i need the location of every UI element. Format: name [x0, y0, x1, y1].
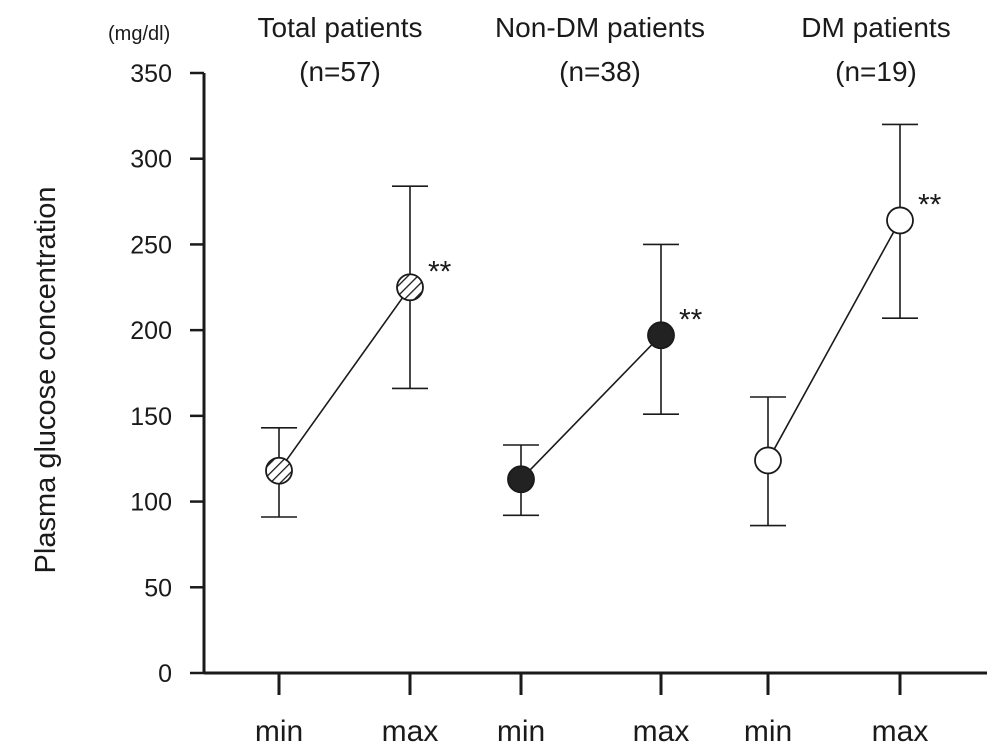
data-point-max: [647, 321, 675, 350]
y-tick-label: 50: [144, 574, 172, 602]
data-point-min: [754, 446, 782, 475]
data-point-max: [886, 206, 914, 235]
x-tick-label-max: max: [633, 715, 690, 748]
data-point-max: [396, 273, 424, 302]
series-connector-line: [767, 220, 901, 461]
y-tick-label: 200: [130, 317, 172, 345]
x-tick-label-min: min: [255, 715, 303, 748]
series-connector-line: [520, 334, 662, 480]
group-title: DM patients: [801, 12, 950, 43]
x-tick-label-max: max: [872, 715, 929, 748]
group-subtitle: (n=19): [835, 56, 917, 87]
y-tick-label: 150: [130, 403, 172, 431]
group-subtitle: (n=38): [559, 56, 641, 87]
y-tick-label: 100: [130, 489, 172, 517]
x-tick-label-min: min: [744, 715, 792, 748]
significance-marker: **: [679, 303, 703, 336]
x-tick-label-max: max: [382, 715, 439, 748]
y-tick-label: 0: [158, 660, 172, 688]
y-tick-label: 250: [130, 231, 172, 259]
series-connector-line: [278, 286, 411, 472]
y-tick-label: 300: [130, 146, 172, 174]
data-point-min: [265, 456, 293, 485]
y-axis-label: Plasma glucose concentration: [30, 187, 62, 574]
significance-marker: **: [918, 188, 942, 221]
group-title: Total patients: [258, 12, 423, 43]
data-point-min: [507, 465, 535, 494]
x-tick-label-min: min: [497, 715, 545, 748]
y-tick-label: 350: [130, 60, 172, 88]
plot-area: 0 50 100 150 200 250 300 350 min max min max min max T…: [130, 12, 987, 748]
y-unit-label: (mg/dl): [108, 23, 170, 45]
significance-marker: **: [428, 255, 452, 288]
group-subtitle: (n=57): [299, 56, 381, 87]
group-title: Non-DM patients: [495, 12, 705, 43]
